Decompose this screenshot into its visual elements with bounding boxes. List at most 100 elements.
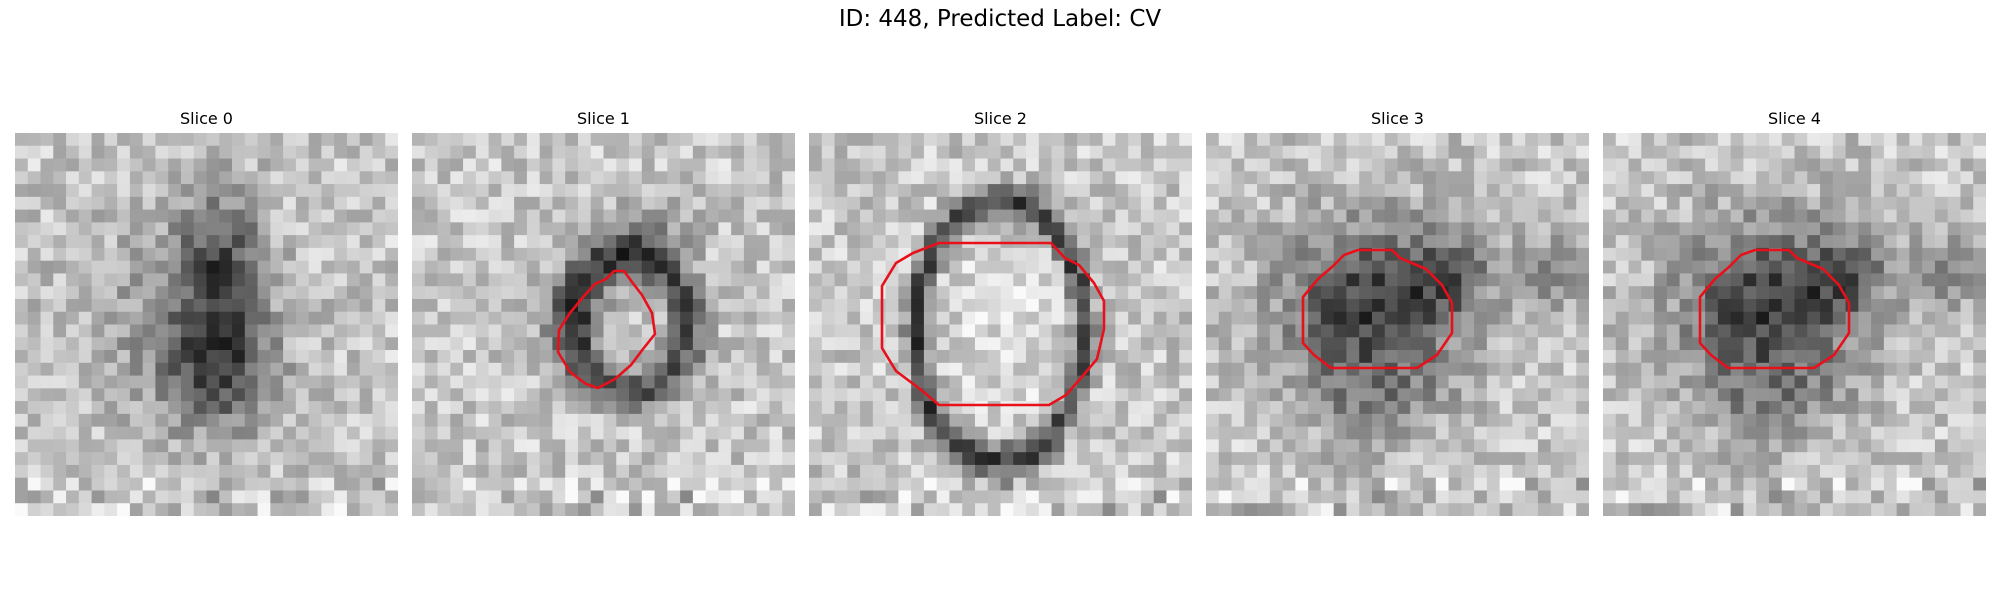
pixel-cell: [577, 145, 592, 160]
pixel-cell: [53, 362, 67, 377]
pixel-cell: [1206, 298, 1220, 313]
pixel-cell: [1000, 158, 1014, 172]
pixel-cell: [53, 490, 67, 504]
pixel-cell: [78, 247, 93, 262]
pixel-cell: [1244, 260, 1258, 275]
pixel-cell: [1486, 196, 1501, 211]
pixel-cell: [1333, 375, 1348, 389]
pixel-cell: [412, 362, 426, 377]
pixel-cell: [232, 209, 246, 223]
pixel-cell: [1807, 413, 1821, 428]
pixel-cell: [1896, 477, 1910, 492]
pixel-cell: [1512, 273, 1526, 287]
pixel-cell: [232, 452, 246, 466]
pixel-cell: [654, 362, 668, 377]
pixel-cell: [1206, 324, 1220, 338]
pixel-cell: [1705, 247, 1719, 262]
pixel-cell: [475, 426, 490, 440]
pixel-cell: [1692, 247, 1706, 262]
pixel-cell: [488, 286, 502, 300]
pixel-cell: [590, 222, 605, 236]
pixel-cell: [1525, 184, 1539, 198]
pixel-cell: [974, 158, 989, 172]
pixel-cell: [1128, 209, 1142, 223]
pixel-cell: [1756, 286, 1770, 300]
pixel-cell: [193, 298, 208, 313]
pixel-cell: [1603, 503, 1617, 516]
pixel-cell: [412, 503, 426, 516]
pixel-cell: [1218, 133, 1233, 147]
pixel-cell: [1615, 273, 1630, 287]
pixel-cell: [577, 503, 592, 516]
pixel-cell: [1486, 209, 1501, 223]
pixel-cell: [475, 247, 490, 262]
pixel-cell: [834, 413, 848, 428]
pixel-cell: [1231, 209, 1245, 223]
pixel-cell: [53, 196, 67, 211]
pixel-cell: [1410, 145, 1424, 160]
pixel-cell: [1550, 426, 1565, 440]
pixel-cell: [1089, 452, 1104, 466]
pixel-cell: [590, 209, 605, 223]
pixel-cell: [437, 260, 451, 275]
pixel-cell: [1499, 464, 1513, 479]
pixel-cell: [1410, 439, 1424, 453]
pixel-cell: [1858, 260, 1872, 275]
pixel-cell: [334, 388, 348, 402]
pixel-cell: [1257, 273, 1271, 287]
pixel-cell: [1461, 503, 1475, 516]
pixel-cell: [244, 311, 259, 326]
pixel-cell: [809, 260, 823, 275]
pixel-cell: [1474, 247, 1488, 262]
pixel-cell: [129, 413, 144, 428]
pixel-cell: [1295, 222, 1309, 236]
pixel-cell: [667, 133, 681, 147]
pixel-cell: [244, 350, 259, 364]
pixel-cell: [308, 286, 322, 300]
pixel-cell: [1115, 477, 1129, 492]
pixel-cell: [552, 490, 566, 504]
pixel-cell: [1384, 184, 1399, 198]
pixel-cell: [1730, 235, 1745, 249]
pixel-cell: [539, 235, 554, 249]
pixel-cell: [1909, 298, 1923, 313]
pixel-cell: [91, 145, 105, 160]
pixel-cell: [1461, 388, 1475, 402]
pixel-cell: [142, 273, 157, 287]
pixel-cell: [1218, 222, 1233, 236]
pixel-cell: [1832, 503, 1847, 516]
pixel-cell: [1603, 401, 1617, 415]
pixel-cell: [1423, 273, 1437, 287]
pixel-cell: [1679, 388, 1693, 402]
pixel-cell: [1333, 413, 1348, 428]
pixel-cell: [577, 439, 592, 453]
pixel-cell: [168, 426, 182, 440]
pixel-cell: [104, 401, 118, 415]
pixel-cell: [346, 209, 361, 223]
pixel-cell: [1858, 375, 1872, 389]
pixel-cell: [168, 171, 182, 185]
pixel-cell: [283, 413, 297, 428]
pixel-cell: [193, 413, 208, 428]
pixel-cell: [860, 503, 874, 516]
pixel-cell: [692, 401, 707, 415]
pixel-cell: [1858, 273, 1872, 287]
pixel-cell: [1115, 337, 1129, 351]
pixel-cell: [257, 490, 271, 504]
pixel-cell: [1474, 426, 1488, 440]
pixel-cell: [1308, 209, 1322, 223]
pixel-cell: [1947, 222, 1962, 236]
pixel-cell: [1435, 298, 1450, 313]
pixel-cell: [1384, 222, 1399, 236]
pixel-cell: [514, 209, 528, 223]
pixel-cell: [1244, 375, 1258, 389]
pixel-cell: [1102, 196, 1116, 211]
pixel-cell: [1257, 337, 1271, 351]
pixel-cell: [1781, 235, 1796, 249]
pixel-cell: [1858, 145, 1872, 160]
pixel-cell: [1794, 388, 1808, 402]
pixel-cell: [463, 222, 477, 236]
pixel-cell: [206, 171, 220, 185]
pixel-cell: [1359, 413, 1373, 428]
pixel-cell: [743, 439, 758, 453]
